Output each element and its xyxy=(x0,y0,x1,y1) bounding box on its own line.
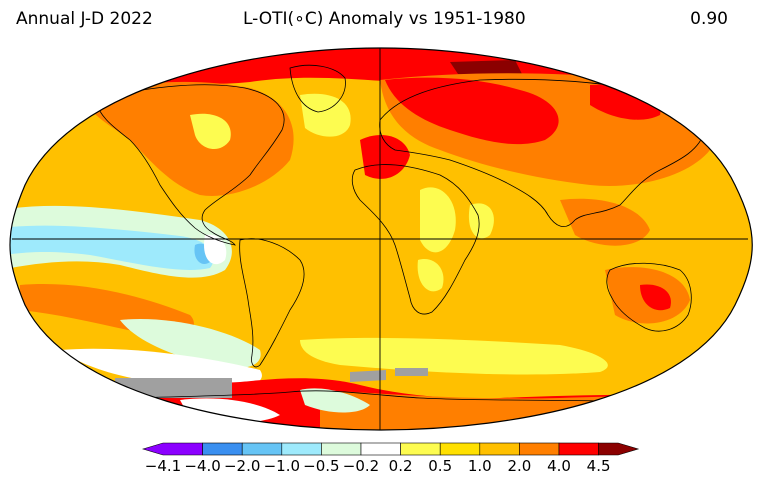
color-scale-swatch xyxy=(321,442,362,456)
north-atlantic-mild-region xyxy=(300,93,351,137)
color-scale-swatch xyxy=(360,442,401,456)
color-scale-swatch xyxy=(281,442,322,456)
color-scale-swatch xyxy=(598,442,640,456)
africa-coastline xyxy=(351,164,480,315)
missing-data-region xyxy=(115,378,232,398)
missing-data-region xyxy=(395,368,428,376)
color-scale-swatch xyxy=(519,442,560,456)
color-scale-tick-label: −0.2 xyxy=(343,457,379,475)
global-mean-value: 0.90 xyxy=(690,9,728,29)
australia-coastline xyxy=(606,262,692,332)
color-scale-ticks: −4.1 −4.0 −2.0 −1.0 −0.5 −0.2 0.2 0.5 1.0 2.0 4.0 4… xyxy=(145,457,611,475)
greenland-coastline xyxy=(289,64,346,113)
missing-data-region xyxy=(350,370,386,382)
color-scale-tick-label: −0.5 xyxy=(303,457,339,475)
eurasia-coastline xyxy=(379,78,706,227)
color-scale-swatch xyxy=(202,442,243,456)
color-scale-tick-label: 0.5 xyxy=(428,457,452,475)
color-scale-swatch xyxy=(400,442,441,456)
color-scale-tick-label: −4.1 xyxy=(145,457,181,475)
color-scale-tick-label: −2.0 xyxy=(224,457,260,475)
southern-africa-mild-region xyxy=(417,259,444,292)
map-title: Annual J-D 2022 xyxy=(16,9,153,29)
south-america-coastline xyxy=(239,238,305,368)
africa-mild-region xyxy=(420,187,456,253)
north-america-mild-region xyxy=(190,113,231,150)
color-scale-tick-label: 4.0 xyxy=(547,457,571,475)
map-subtitle: L-OTI(∘C) Anomaly vs 1951-1980 xyxy=(243,9,526,29)
equatorial-pacific-cold-region xyxy=(10,225,214,270)
australia-hot-region xyxy=(640,284,671,311)
color-scale-tick-label: 4.5 xyxy=(587,457,611,475)
eurasia-hot-region xyxy=(385,77,559,145)
color-scale-tick-label: 0.2 xyxy=(389,457,413,475)
color-scale-tick-label: −1.0 xyxy=(264,457,300,475)
east-pacific-neutral-region xyxy=(204,234,227,265)
antarctic-cool-region xyxy=(300,388,370,413)
color-scale-tick-label: 1.0 xyxy=(468,457,492,475)
color-scale-bar xyxy=(141,442,640,456)
north-america-coastline xyxy=(94,84,285,246)
globe-outline xyxy=(9,47,753,431)
north-america-warm-region xyxy=(80,81,294,196)
europe-hot-region xyxy=(360,135,410,179)
color-scale-swatch xyxy=(141,442,203,456)
color-scale-swatch xyxy=(439,442,481,456)
color-scale-swatch xyxy=(558,442,599,456)
indian-ocean-mild-region xyxy=(468,203,494,239)
color-scale-swatch xyxy=(479,442,520,456)
color-scale-tick-label: 2.0 xyxy=(507,457,531,475)
southern-ocean-mild-region xyxy=(300,337,608,375)
color-scale-tick-label: −4.0 xyxy=(184,457,220,475)
color-scale-swatch xyxy=(241,442,283,456)
southeast-asia-warm-region xyxy=(560,198,650,246)
south-pacific-cool-region xyxy=(120,319,261,369)
